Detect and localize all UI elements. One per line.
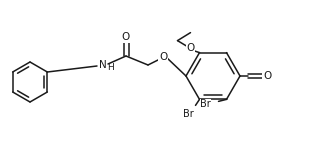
- Text: O: O: [263, 71, 271, 81]
- Text: Br: Br: [200, 99, 211, 109]
- Text: O: O: [122, 32, 130, 42]
- Text: O: O: [186, 43, 195, 53]
- Text: N: N: [99, 60, 107, 70]
- Text: O: O: [159, 52, 167, 62]
- Text: Br: Br: [183, 109, 194, 119]
- Text: H: H: [107, 62, 114, 72]
